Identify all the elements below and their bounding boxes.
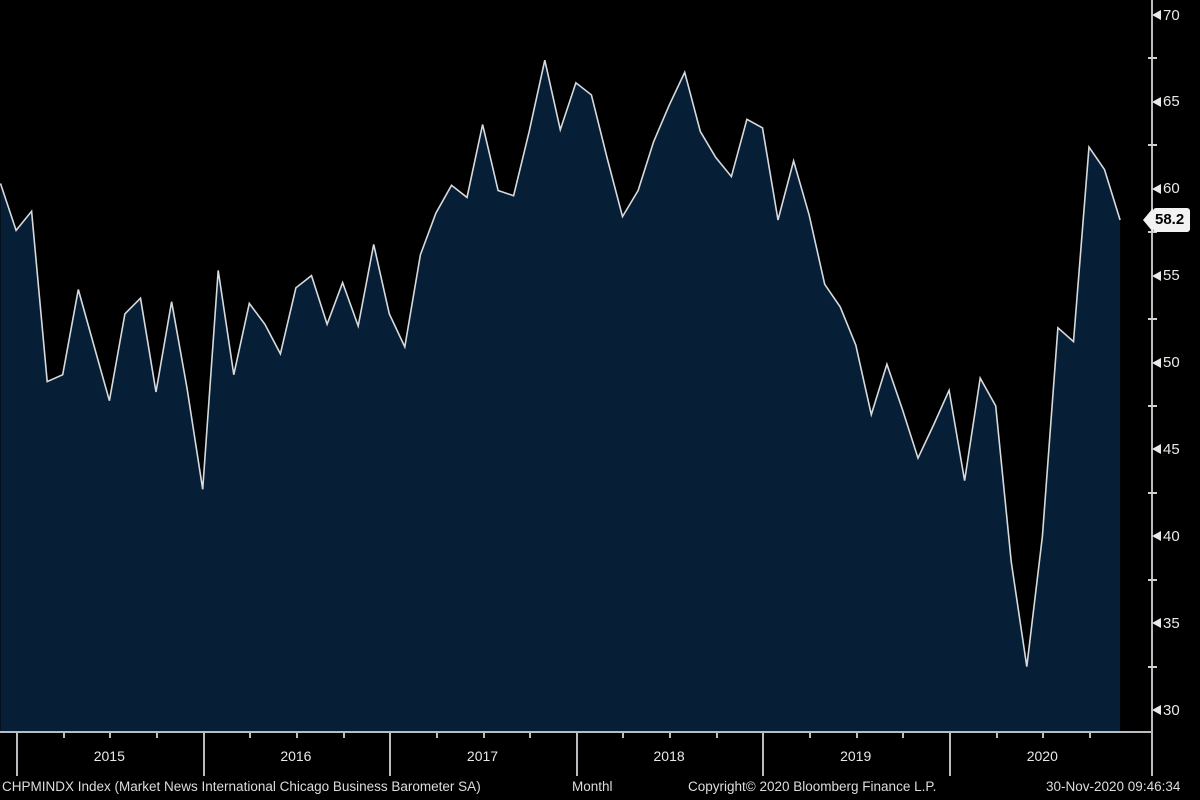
y-axis-label: 50 <box>1163 354 1180 371</box>
last-price-arrow-icon <box>1143 208 1153 233</box>
x-axis-year-tick <box>389 732 392 776</box>
y-axis-tick-50: 50 <box>1152 352 1180 374</box>
status-bar: CHPMINDX Index (Market News Internationa… <box>0 774 1200 800</box>
y-axis-tick-40: 40 <box>1152 525 1180 547</box>
last-price-badge: 58.2 <box>1143 208 1191 233</box>
periodicity-label: Monthl <box>572 779 613 794</box>
x-axis-quarter-tick <box>482 733 485 738</box>
price-area-chart[interactable] <box>0 0 1153 733</box>
x-axis-end-tick <box>1151 732 1153 776</box>
timestamp-text: 30-Nov-2020 09:46:34 <box>1046 779 1181 794</box>
y-axis-minor-tick <box>1148 578 1157 581</box>
x-axis-quarter-tick <box>1042 733 1045 738</box>
y-axis-label: 30 <box>1163 701 1180 719</box>
y-axis-label: 70 <box>1163 6 1180 24</box>
x-axis-quarter-tick <box>109 733 112 738</box>
x-axis-year-tick <box>949 732 951 776</box>
y-axis-minor-tick <box>1148 57 1157 60</box>
y-axis-tick-55: 55 <box>1152 265 1180 287</box>
x-axis-quarter-tick <box>529 733 532 738</box>
x-axis-year-tick <box>202 732 205 776</box>
x-axis-quarter-tick <box>435 733 438 738</box>
x-axis-quarter-tick <box>342 733 345 738</box>
y-tick-arrow-icon <box>1152 618 1161 629</box>
y-axis-tick-45: 45 <box>1152 438 1180 460</box>
x-axis-quarter-tick <box>715 733 718 738</box>
security-title: CHPMINDX Index (Market News Internationa… <box>2 779 481 794</box>
y-tick-arrow-icon <box>1152 444 1161 455</box>
area-series-fill <box>0 60 1121 731</box>
price-line <box>0 60 1121 667</box>
y-tick-arrow-icon <box>1152 357 1161 368</box>
y-axis-label: 65 <box>1163 93 1180 111</box>
copyright-text: Copyright© 2020 Bloomberg Finance L.P. <box>688 779 937 794</box>
y-axis-minor-tick <box>1148 231 1157 234</box>
x-axis-year-label: 2015 <box>93 748 125 764</box>
y-axis-label: 45 <box>1163 440 1180 458</box>
x-axis-quarter-tick <box>249 733 252 738</box>
x-axis-quarter-tick <box>669 733 672 738</box>
x-axis-year-tick <box>16 732 18 776</box>
y-axis-label: 55 <box>1163 267 1180 285</box>
x-axis-quarter-tick <box>622 733 625 738</box>
y-axis-minor-tick <box>1148 318 1157 321</box>
y-axis-minor-tick <box>1148 144 1157 147</box>
x-axis-year-label: 2018 <box>653 748 685 764</box>
y-tick-arrow-icon <box>1152 183 1161 194</box>
y-tick-arrow-icon <box>1152 10 1161 20</box>
x-axis-quarter-tick <box>295 733 298 738</box>
x-axis-year-label: 2020 <box>1026 748 1058 764</box>
x-axis-quarter-tick <box>855 733 858 738</box>
y-axis-label: 40 <box>1163 527 1180 545</box>
y-tick-arrow-icon <box>1152 705 1161 715</box>
last-price-value: 58.2 <box>1153 208 1191 233</box>
x-axis-quarter-tick <box>902 733 905 738</box>
y-tick-arrow-icon <box>1152 270 1161 281</box>
x-axis-year-tick <box>575 732 578 776</box>
x-axis-year-label: 2016 <box>280 748 312 764</box>
y-tick-arrow-icon <box>1152 531 1161 542</box>
y-axis-minor-tick <box>1148 491 1157 494</box>
y-axis-tick-30: 30 <box>1152 699 1180 721</box>
y-tick-arrow-icon <box>1152 96 1161 107</box>
x-axis-year-label: 2019 <box>840 748 872 764</box>
x-axis-quarter-tick <box>1089 733 1091 738</box>
x-axis-year-label: 2017 <box>466 748 499 764</box>
y-axis-label: 60 <box>1163 180 1180 198</box>
y-axis-minor-tick <box>1148 404 1157 407</box>
y-axis-tick-60: 60 <box>1152 178 1180 200</box>
y-axis-tick-65: 65 <box>1152 91 1180 113</box>
x-axis-quarter-tick <box>155 733 158 738</box>
x-axis-quarter-tick <box>995 733 998 738</box>
y-axis-label: 35 <box>1163 614 1180 632</box>
y-axis-tick-70: 70 <box>1152 4 1180 26</box>
x-axis-quarter-tick <box>62 733 65 738</box>
x-axis-quarter-tick <box>809 733 811 738</box>
y-axis-minor-tick <box>1148 665 1157 668</box>
x-axis-year-tick <box>762 732 765 776</box>
y-axis-tick-35: 35 <box>1152 612 1180 634</box>
